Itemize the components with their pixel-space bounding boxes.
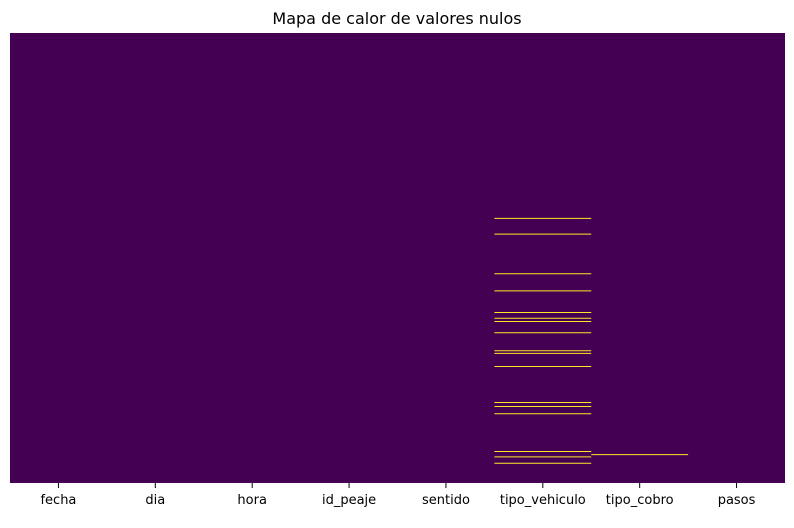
x-tick-label-id-peaje: id_peaje (322, 493, 376, 508)
x-tick-label-sentido: sentido (422, 493, 470, 508)
x-tick-label-dia: dia (145, 493, 165, 508)
x-tick-label-tipo-vehiculo: tipo_vehiculo (500, 493, 586, 508)
x-tick-label-hora: hora (237, 493, 267, 508)
x-tick-label-tipo-cobro: tipo_cobro (606, 493, 674, 508)
x-axis: fecha dia hora id_peaje sentido tipo_vehiculo… (40, 483, 756, 508)
x-tick-label-fecha: fecha (40, 493, 76, 508)
heatmap-plot-area (10, 33, 785, 483)
chart-title: Mapa de calor de valores nulos (272, 9, 521, 28)
null-value-lines (494, 217, 689, 464)
x-tick-label-pasos: pasos (718, 493, 756, 508)
